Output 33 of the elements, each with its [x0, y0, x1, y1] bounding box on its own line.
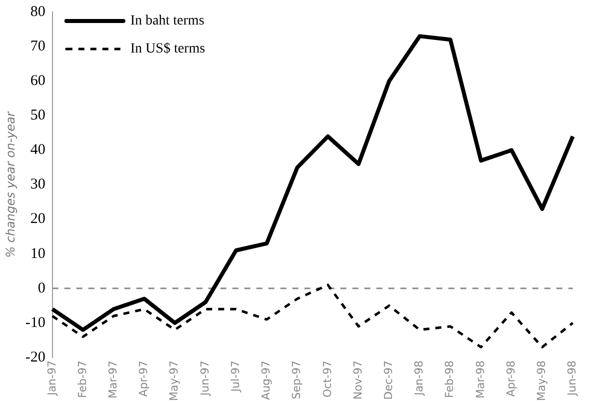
y-tick-label: 70	[30, 38, 46, 54]
y-axis-title: % changes year on-year	[3, 110, 18, 258]
y-tick-label: 40	[30, 142, 46, 158]
x-tick-label: Nov-97	[351, 360, 364, 400]
y-tick-label: 80	[30, 4, 46, 20]
y-tick-label: 20	[30, 211, 46, 228]
x-tick-label: Apr-97	[137, 360, 150, 397]
x-tick-label: Apr-98	[504, 360, 518, 397]
legend-label: In US$ terms	[130, 42, 206, 57]
x-tick-label: Jan-97	[45, 360, 58, 396]
x-tick-label: Mar-97	[106, 360, 120, 399]
y-tick-label: -20	[25, 349, 46, 366]
x-tick-label: Jun-98	[566, 360, 579, 397]
y-tick-label: 10	[30, 246, 46, 262]
x-tick-label: May-98	[535, 360, 548, 401]
x-tick-label: Feb-97	[76, 360, 89, 398]
y-tick-label: 50	[30, 108, 46, 124]
x-tick-label: Oct-97	[320, 360, 334, 398]
x-tick-label: Dec-97	[382, 360, 395, 400]
x-tick-label: Sep-97	[290, 360, 304, 400]
x-tick-label: Mar-98	[474, 360, 487, 399]
x-tick-label: Aug-97	[260, 360, 273, 400]
y-tick-label: 0	[38, 280, 46, 296]
line-series	[51, 284, 574, 348]
x-tick-label: Feb-98	[443, 360, 456, 398]
legend-label: In baht terms	[130, 14, 204, 29]
x-tick-label: Jul-97	[228, 360, 242, 393]
x-tick-label: Jun-97	[198, 360, 212, 397]
y-tick-label: 60	[30, 73, 46, 90]
x-tick-label: May-97	[168, 360, 181, 401]
y-tick-label: -10	[25, 314, 46, 331]
x-tick-label: Jan-98	[412, 360, 426, 396]
y-tick-label: 30	[30, 176, 46, 193]
